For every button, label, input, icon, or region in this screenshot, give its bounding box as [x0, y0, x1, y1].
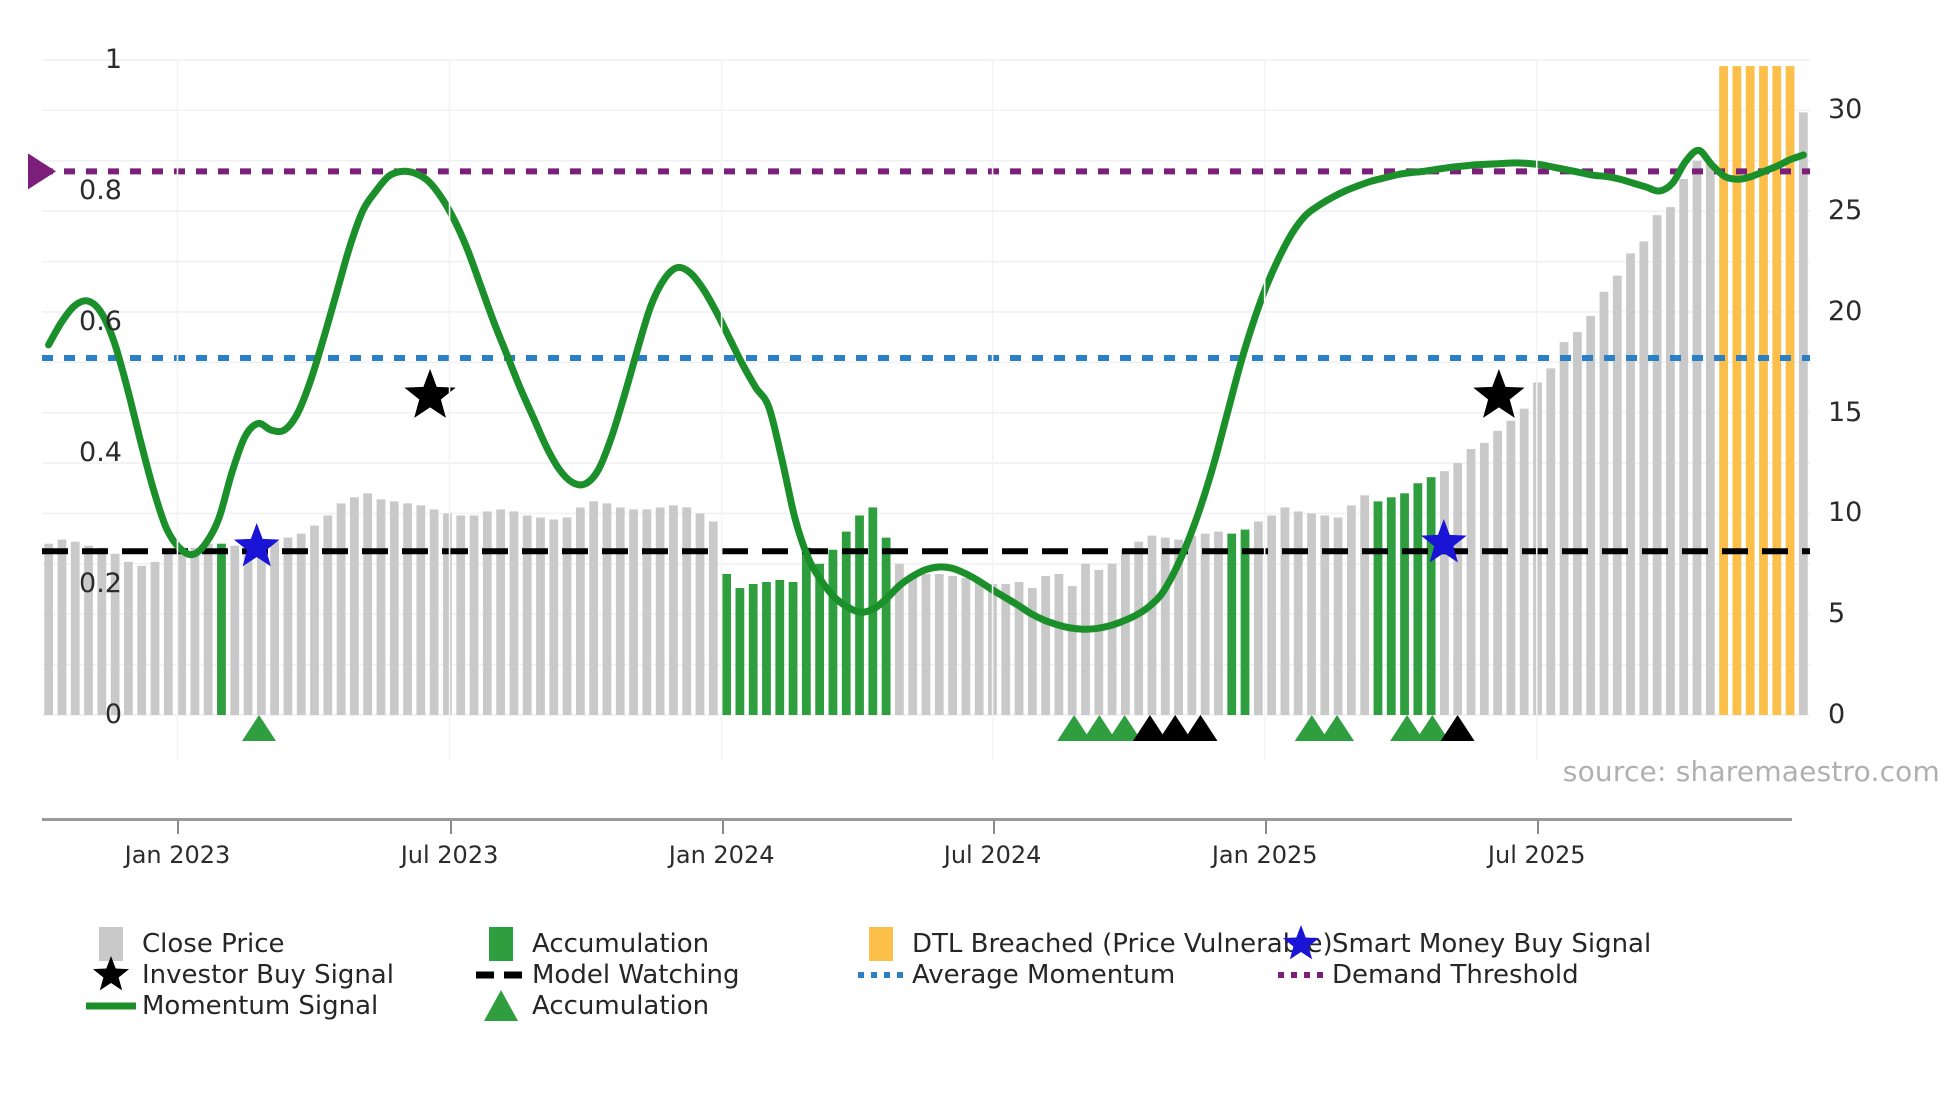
- legend-label: Accumulation: [532, 990, 710, 1021]
- x-axis-tick-mark: [721, 821, 724, 834]
- legend-label: Close Price: [142, 928, 285, 959]
- accumulation-swatch-icon: [470, 925, 532, 963]
- legend-label: Smart Money Buy Signal: [1332, 928, 1652, 959]
- chart-legend: Close Price Accumulation DTL Breached (P…: [80, 924, 1940, 1021]
- reference-lines: [28, 153, 1810, 555]
- legend-label: Average Momentum: [912, 959, 1176, 990]
- y-axis-right-tick: 0: [1828, 699, 1846, 730]
- demand-threshold-dot-icon: [1270, 956, 1332, 994]
- y-axis-right-tick: 5: [1828, 598, 1846, 630]
- y-axis-right-tick: 30: [1828, 94, 1863, 126]
- accumulation-triangle-markers: [242, 715, 1475, 741]
- legend-row-2: Investor Buy Signal Model Watching Avera…: [80, 955, 1940, 990]
- momentum-signal-line: [45, 146, 1807, 633]
- legend-item-close-price[interactable]: Close Price: [80, 926, 470, 961]
- signal-markers: [233, 369, 1525, 567]
- legend-item-dtl-breached[interactable]: DTL Breached (Price Vulnerable): [850, 926, 1333, 961]
- x-axis-line: [42, 818, 1792, 821]
- model-watching-dash-icon: [470, 956, 532, 994]
- legend-row-1: Close Price Accumulation DTL Breached (P…: [80, 924, 1940, 961]
- legend-row-3: Momentum Signal Accumulation: [80, 989, 1940, 1021]
- x-axis-tick: Jul 2025: [1487, 841, 1586, 869]
- y-axis-left-tick: 1: [104, 44, 122, 75]
- dtl-breached-swatch-icon: [850, 925, 912, 963]
- average-momentum-dot-icon: [850, 956, 912, 994]
- y-axis-left-tick: 0.6: [79, 306, 122, 337]
- x-axis-tick-mark: [1264, 821, 1267, 834]
- legend-item-average-momentum[interactable]: Average Momentum: [850, 959, 1270, 990]
- accumulation-triangle-icon: [470, 987, 532, 1025]
- investor-buy-star-icon: [80, 955, 142, 994]
- y-axis-right-tick: 10: [1828, 497, 1863, 529]
- legend-label: Accumulation: [532, 928, 710, 959]
- legend-item-investor-buy[interactable]: Investor Buy Signal: [80, 955, 470, 990]
- legend-label: Model Watching: [532, 959, 740, 990]
- y-axis-left-tick: 0.8: [79, 175, 122, 206]
- legend-label: Investor Buy Signal: [142, 959, 394, 990]
- y-axis-left-tick: 0: [104, 699, 122, 730]
- gridlines: [42, 59, 1810, 716]
- x-axis-tick-mark: [177, 821, 180, 834]
- x-axis-tick: Jan 2023: [124, 841, 231, 869]
- x-axis-tick: Jul 2024: [943, 841, 1042, 869]
- y-axis-right-tick: 20: [1828, 295, 1863, 327]
- x-axis-tick: Jan 2025: [1211, 841, 1318, 869]
- legend-item-accumulation-triangle[interactable]: Accumulation: [470, 989, 850, 1021]
- smart-money-star-icon: [1270, 924, 1332, 963]
- legend-item-momentum-signal[interactable]: Momentum Signal: [80, 990, 470, 1021]
- legend-label: Momentum Signal: [142, 990, 379, 1021]
- legend-label: DTL Breached (Price Vulnerable): [912, 928, 1333, 959]
- momentum-signal-line-icon: [80, 987, 142, 1025]
- legend-label: Demand Threshold: [1332, 959, 1579, 990]
- y-axis-right-tick: 15: [1828, 396, 1863, 428]
- y-axis-left-tick: 0.4: [79, 437, 122, 468]
- x-axis-tick-mark: [1536, 821, 1539, 834]
- legend-item-smart-money[interactable]: Smart Money Buy Signal: [1270, 924, 1652, 959]
- source-watermark: source: sharemaestro.com: [1562, 755, 1940, 788]
- y-axis-left-tick: 0.2: [79, 568, 122, 599]
- close-price-swatch-icon: [80, 925, 142, 963]
- legend-item-accumulation-bar[interactable]: Accumulation: [470, 926, 850, 961]
- x-axis-tick-mark: [449, 821, 452, 834]
- month-gridlines: [176, 60, 1538, 760]
- x-axis-tick: Jul 2023: [400, 841, 499, 869]
- x-axis-tick: Jan 2024: [668, 841, 775, 869]
- y-axis-right-tick: 25: [1828, 195, 1863, 227]
- legend-item-model-watching[interactable]: Model Watching: [470, 959, 850, 990]
- x-axis-tick-mark: [992, 821, 995, 834]
- legend-item-demand-threshold[interactable]: Demand Threshold: [1270, 959, 1579, 990]
